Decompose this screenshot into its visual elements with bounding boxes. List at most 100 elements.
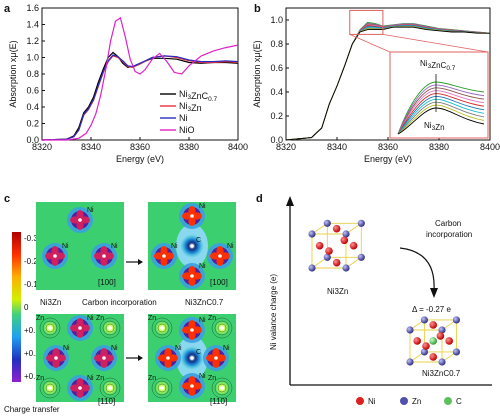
contour bbox=[102, 380, 118, 396]
contour bbox=[99, 317, 121, 339]
colorbar bbox=[12, 232, 21, 382]
orbital-lobe bbox=[164, 358, 172, 368]
ni-atom bbox=[429, 321, 437, 329]
contour bbox=[45, 383, 55, 393]
atom-label-ni: Ni bbox=[87, 375, 94, 382]
y-tick-label: 1.2 bbox=[26, 36, 39, 46]
y-tick-label: 0.4 bbox=[26, 102, 39, 112]
caption-ni3znc: Ni3ZnC0.7 bbox=[185, 298, 224, 307]
atom-label-zn: Zn bbox=[36, 375, 44, 382]
colorbar-tick-label: -0.2 bbox=[24, 257, 38, 266]
zn-atom bbox=[342, 264, 350, 272]
nucleus bbox=[190, 214, 194, 218]
atom-label-ni: Ni bbox=[199, 317, 206, 324]
series-label: Ni3ZnC0.7 bbox=[179, 89, 218, 103]
panel-a-letter: a bbox=[4, 3, 11, 15]
legend-swatch bbox=[444, 397, 452, 405]
orbital-lobe bbox=[52, 348, 60, 358]
zn-atom bbox=[438, 358, 446, 366]
arrow-label-2: incorporation bbox=[426, 230, 472, 239]
atom-label-zn: Zn bbox=[96, 375, 104, 382]
orbital-lobe bbox=[216, 256, 224, 266]
ni-atom bbox=[340, 236, 349, 245]
legend-label: C bbox=[456, 397, 462, 406]
y-tick-label: 0.8 bbox=[270, 39, 283, 49]
atom-label-ni: Ni bbox=[227, 243, 234, 250]
orbital-lobe bbox=[188, 276, 196, 286]
nucleus bbox=[48, 326, 52, 330]
panel-b-letter: b bbox=[254, 3, 261, 15]
atom-label-ni: Ni bbox=[63, 345, 70, 352]
contour bbox=[211, 317, 233, 339]
atom-label-c: C bbox=[196, 349, 201, 356]
atom-legend: Ni Zn C bbox=[356, 397, 462, 406]
nucleus bbox=[220, 326, 224, 330]
ni3znc-unit-cell bbox=[406, 316, 460, 366]
c-atom bbox=[429, 337, 437, 345]
x-tick-label: 8320 bbox=[32, 142, 52, 152]
axis-arrows bbox=[286, 196, 492, 386]
nucleus bbox=[160, 326, 164, 330]
atom-label-ni: Ni bbox=[111, 243, 118, 250]
contour bbox=[105, 383, 115, 393]
contour bbox=[157, 323, 167, 333]
zn-atom bbox=[308, 230, 316, 238]
nucleus bbox=[190, 356, 194, 360]
colorbar-tick-label: +0.1 bbox=[24, 326, 40, 335]
left-structure-name: Ni3Zn bbox=[327, 287, 348, 296]
arrow-label-1: Carbon bbox=[435, 219, 461, 228]
zn-atom bbox=[406, 326, 414, 334]
colorbar-tick-label: -0.1 bbox=[24, 280, 38, 289]
nucleus bbox=[218, 254, 222, 258]
x-axis-label: Energy (eV) bbox=[116, 154, 164, 164]
nucleus bbox=[53, 254, 57, 258]
orbital-lobe bbox=[188, 206, 196, 216]
ni-atom bbox=[315, 241, 324, 250]
ni3zn-unit-cell bbox=[308, 219, 365, 272]
y-tick-label: 0.2 bbox=[26, 119, 39, 129]
y-tick-label: 1.0 bbox=[270, 15, 283, 25]
colorbar-label: Charge transfer bbox=[4, 405, 60, 414]
nucleus bbox=[54, 356, 58, 360]
nucleus bbox=[190, 328, 194, 332]
atom-label-ni: Ni bbox=[199, 373, 206, 380]
x-tick-label: 8320 bbox=[276, 142, 296, 152]
colorbar-tick-label: +0.3 bbox=[24, 372, 40, 381]
orbital-lobe bbox=[100, 358, 108, 368]
orbital-lobe bbox=[188, 330, 196, 340]
atom-label-ni: Ni bbox=[171, 243, 178, 250]
direction-bottom-left: [110] bbox=[98, 397, 115, 406]
legend-swatch bbox=[356, 397, 364, 405]
orbital-lobe bbox=[188, 216, 196, 226]
series-label: Ni bbox=[179, 113, 188, 123]
contour bbox=[102, 320, 118, 336]
orbital-lobe bbox=[212, 348, 220, 358]
x-tick-label: 8380 bbox=[429, 142, 449, 152]
zn-atom bbox=[323, 219, 331, 227]
zn-atom bbox=[452, 316, 460, 324]
atom-label-ni: Ni bbox=[62, 243, 69, 250]
orbital-lobe bbox=[188, 376, 196, 386]
nucleus bbox=[190, 244, 194, 248]
orbital-lobe bbox=[100, 246, 108, 256]
panel-c-letter: c bbox=[4, 193, 10, 205]
series-line bbox=[285, 26, 490, 141]
right-structure-name: Ni3ZnC0.7 bbox=[422, 369, 461, 378]
zoom-box bbox=[349, 9, 384, 35]
atom-label-ni: Ni bbox=[87, 315, 94, 322]
x-tick-label: 8380 bbox=[179, 142, 199, 152]
orbital-lobe bbox=[188, 266, 196, 276]
contour bbox=[217, 323, 227, 333]
y-tick-label: 0.0 bbox=[270, 135, 283, 145]
zn-atom bbox=[420, 348, 428, 356]
ni-atom bbox=[422, 342, 430, 350]
atom-label-c: C bbox=[196, 237, 201, 244]
curved-arrow-icon bbox=[399, 247, 435, 291]
zn-atom bbox=[357, 253, 365, 261]
orbital-lobe bbox=[212, 358, 220, 368]
colorbar-tick-label: +0.2 bbox=[24, 349, 40, 358]
contour bbox=[154, 380, 170, 396]
ni-atom bbox=[413, 337, 421, 345]
nucleus bbox=[78, 386, 82, 390]
